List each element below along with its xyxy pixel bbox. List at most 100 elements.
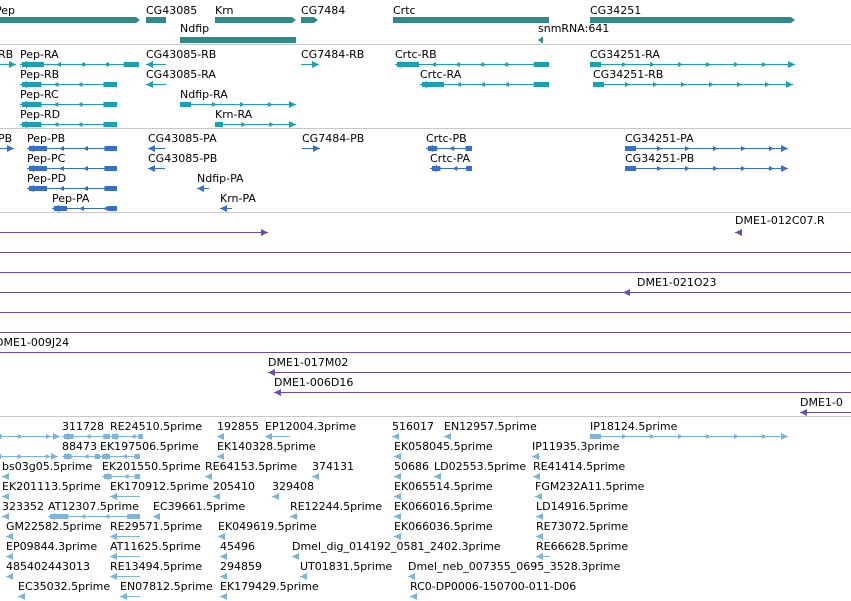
feature-label: RE66628.5prime [536, 540, 628, 553]
cdnas-feature[interactable]: EN07812.5prime [120, 580, 213, 600]
exon-block [22, 82, 42, 87]
cdnas-feature[interactable]: EK058045.5prime [394, 440, 493, 460]
proteins-feature[interactable]: CG7484-PB [302, 132, 364, 152]
genes-feature[interactable]: Pep [0, 4, 140, 23]
cdnas-feature[interactable]: RE13494.5prime [110, 560, 202, 580]
clones-feature[interactable]: DME1-0 [800, 396, 851, 416]
cdnas-feature[interactable]: 485402443013 [6, 560, 90, 580]
cdnas-feature[interactable] [0, 453, 58, 460]
proteins-feature[interactable]: CG34251-PA [625, 132, 788, 152]
cdnas-feature[interactable] [0, 433, 60, 440]
cdnas-feature[interactable]: LD02553.5prime [434, 460, 526, 480]
cdnas-feature[interactable]: 50686 [394, 460, 429, 480]
cdnas-feature[interactable]: RE41414.5prime [533, 460, 625, 480]
clones-feature[interactable]: DME1-021O23 [0, 276, 851, 293]
cdnas-feature[interactable]: 205410 [213, 480, 255, 500]
cdnas-feature[interactable]: EK201113.5prime [2, 480, 101, 500]
cdnas-feature[interactable]: GM22582.5prime [6, 520, 102, 540]
proteins-feature[interactable]: Ndfip-PA [197, 172, 244, 192]
proteins-feature[interactable]: PB [0, 132, 14, 152]
transcripts-feature[interactable]: CG43085-RB [146, 48, 216, 68]
cdnas-feature[interactable]: bs03g05.5prime [2, 460, 92, 480]
proteins-feature[interactable]: Crtc-PB [426, 132, 472, 152]
cdnas-feature[interactable]: IP11935.3prime [532, 440, 620, 460]
cdnas-feature[interactable]: 323352 [2, 500, 44, 520]
cdnas-feature[interactable]: Dmel_neb_007355_0695_3528.3prime [408, 560, 620, 580]
clones-feature[interactable] [0, 229, 268, 236]
cdnas-feature[interactable]: EN12957.5prime [444, 420, 537, 440]
exon-block [123, 62, 139, 67]
transcripts-feature[interactable]: Crtc-RB [395, 48, 549, 68]
strand-arrow [685, 146, 690, 151]
proteins-feature[interactable]: CG43085-PB [148, 152, 217, 172]
cdnas-feature[interactable]: EK179429.5prime [220, 580, 319, 600]
transcripts-feature[interactable]: Krn-RA [215, 108, 296, 128]
cdnas-feature[interactable]: 45496 [220, 540, 255, 560]
clones-feature[interactable]: DME1-012C07.R [735, 214, 825, 236]
cdnas-feature[interactable]: 192855 [217, 420, 259, 440]
proteins-feature[interactable]: Pep-PA [52, 192, 117, 212]
genes-feature[interactable]: Krn [215, 4, 296, 23]
cdnas-feature[interactable]: EK197506.5prime [100, 440, 199, 460]
transcripts-feature[interactable]: CG43085-RA [146, 68, 216, 88]
cdnas-feature[interactable]: 311728 [62, 420, 110, 440]
clones-feature[interactable]: DME1-006D16 [274, 376, 851, 396]
genes-feature[interactable]: Ndfip [180, 22, 296, 43]
cdnas-feature[interactable]: RE73072.5prime [536, 520, 628, 540]
cdnas-feature[interactable]: 516017 [392, 420, 434, 440]
cdnas-feature[interactable]: 88473 [62, 440, 100, 460]
cdnas-feature[interactable]: EK066016.5prime [394, 500, 493, 520]
transcripts-feature[interactable]: Pep-RB [20, 68, 117, 88]
cdnas-feature[interactable]: AT12307.5prime [48, 500, 140, 520]
proteins-feature[interactable]: Krn-PA [220, 192, 256, 212]
cdnas-feature[interactable]: EC39661.5prime [153, 500, 245, 520]
cdnas-feature[interactable]: IP18124.5prime [590, 420, 788, 440]
cdnas-feature[interactable]: RE24510.5prime [110, 420, 202, 440]
cdnas-feature[interactable]: EK066036.5prime [394, 520, 493, 540]
cdnas-feature[interactable]: LD14916.5prime [536, 500, 628, 520]
cdnas-feature[interactable]: RE64153.5prime [205, 460, 297, 480]
genes-feature[interactable]: snmRNA:641 [538, 22, 609, 43]
proteins-feature[interactable]: CG34251-PB [625, 152, 788, 172]
transcripts-feature[interactable]: Pep-RC [20, 88, 117, 108]
cdnas-feature[interactable]: EP12004.3prime [265, 420, 356, 440]
proteins-feature[interactable]: Pep-PC [27, 152, 117, 172]
genes-feature[interactable]: Crtc [393, 4, 549, 23]
cdnas-feature[interactable]: RE12244.5prime [290, 500, 382, 520]
transcripts-feature[interactable]: Pep-RD [20, 108, 117, 128]
cdnas-feature[interactable]: FGM232A11.5prime [535, 480, 645, 500]
cdnas-feature[interactable]: EC35032.5prime [18, 580, 110, 600]
proteins-feature[interactable]: Pep-PD [27, 172, 117, 192]
clones-feature[interactable]: DME1-009J24 [0, 336, 851, 353]
transcripts-feature[interactable]: Pep-RA [20, 48, 139, 68]
transcripts-feature[interactable]: CG34251-RB [593, 68, 793, 88]
cdnas-feature[interactable]: EK201550.5prime [102, 460, 201, 480]
cdnas-feature[interactable]: EP09844.3prime [6, 540, 97, 560]
proteins-feature[interactable]: CG43085-PA [148, 132, 217, 152]
cdnas-feature[interactable]: 294859 [220, 560, 262, 580]
transcripts-feature[interactable]: Crtc-RA [420, 68, 549, 88]
cdnas-feature[interactable]: UT01831.5prime [300, 560, 393, 580]
clones-feature[interactable] [623, 289, 635, 296]
proteins-feature[interactable]: Pep-PB [27, 132, 117, 152]
transcripts-feature[interactable]: CG34251-RA [590, 48, 795, 68]
clones-feature[interactable]: DME1-017M02 [268, 356, 851, 376]
transcripts-feature[interactable]: Ndfip-RA [180, 88, 296, 108]
cdnas-feature[interactable]: EK049619.5prime [218, 520, 317, 540]
transcripts-feature[interactable]: RB [0, 48, 16, 68]
cdnas-feature[interactable]: RE29571.5prime [110, 520, 202, 540]
cdnas-feature[interactable]: Dmel_dig_014192_0581_2402.3prime [292, 540, 501, 560]
proteins-feature[interactable]: Crtc-PA [430, 152, 472, 172]
cdnas-feature[interactable]: AT11625.5prime [110, 540, 201, 560]
cdnas-feature[interactable]: EK065514.5prime [394, 480, 493, 500]
cdnas-feature[interactable]: EK170912.5prime [110, 480, 209, 500]
cdnas-feature[interactable]: RC0-DP0006-150700-011-D06 [410, 580, 576, 600]
cdnas-feature[interactable]: 329408 [272, 480, 314, 500]
genes-feature[interactable]: CG7484 [301, 4, 345, 23]
cdnas-feature[interactable]: RE66628.5prime [536, 540, 628, 560]
cdnas-feature[interactable]: EK140328.5prime [217, 440, 316, 460]
genes-feature[interactable]: CG43085 [146, 4, 197, 23]
transcripts-feature[interactable]: CG7484-RB [301, 48, 364, 68]
cdnas-feature[interactable]: 374131 [312, 460, 354, 480]
genes-feature[interactable]: CG34251 [590, 4, 795, 23]
